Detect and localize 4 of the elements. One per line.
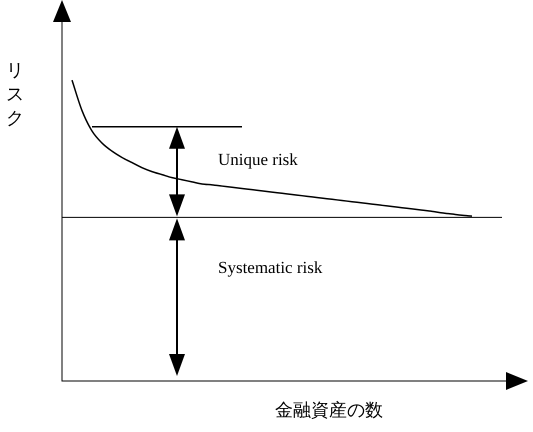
annotation: Unique risk xyxy=(218,150,298,170)
x-axis-title: 金融資産の数 xyxy=(275,399,383,422)
annotation: Systematic risk xyxy=(218,258,322,278)
y-axis-title: リスク xyxy=(6,59,25,130)
